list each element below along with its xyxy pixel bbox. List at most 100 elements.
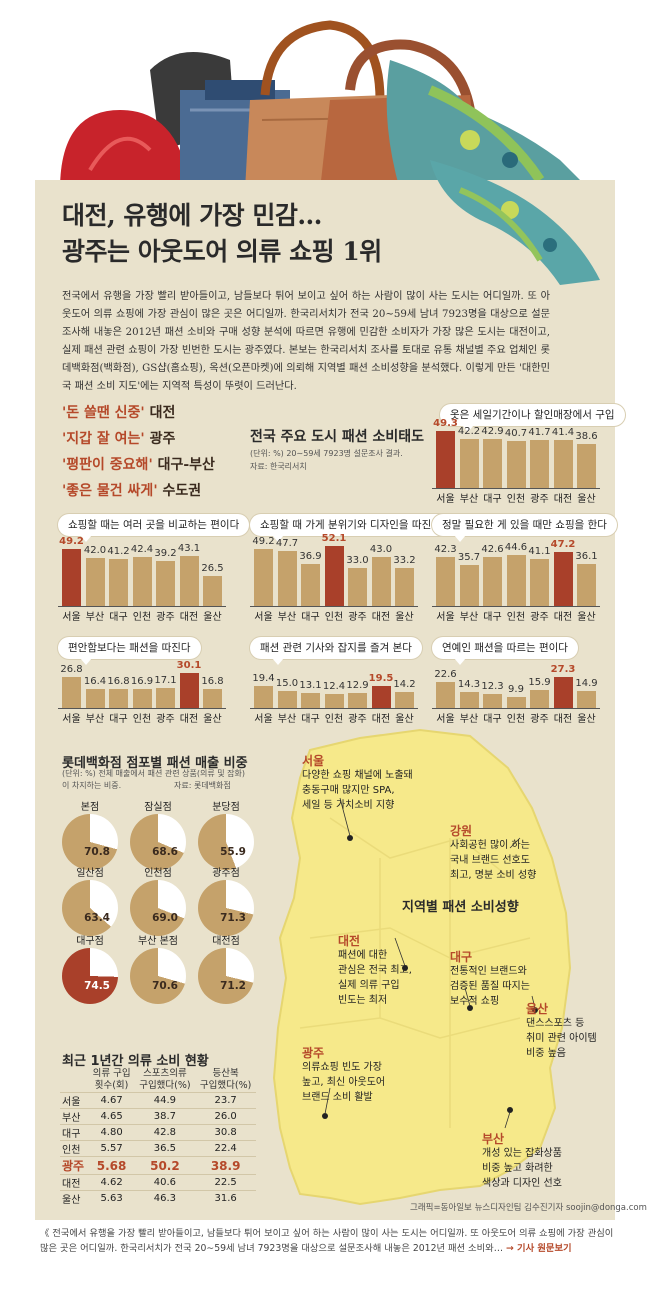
bar-value: 41.7	[528, 427, 551, 439]
table-header-text: 의류 구입	[92, 1068, 131, 1079]
bar-대구	[109, 688, 128, 708]
pie-label: 일산점	[76, 868, 104, 879]
bar-value: 42.0	[83, 544, 107, 556]
region-name: 강원	[450, 824, 473, 838]
bar-value: 16.8	[201, 675, 224, 687]
keyword-quote: '지갑 잘 여는'	[62, 431, 145, 447]
bar-value: 12.3	[481, 680, 504, 692]
scarf-icon	[430, 160, 600, 285]
bar-category-label: 울산	[577, 714, 596, 725]
bar-category-label: 울산	[395, 612, 414, 623]
bar-서울	[254, 685, 273, 708]
map-dot-busan	[507, 1107, 513, 1113]
map-dot-gwangju	[322, 1113, 328, 1119]
region-description-line: 높고, 최신 아웃도어	[302, 1077, 386, 1088]
bar-value: 41.2	[107, 545, 130, 557]
province-borders	[299, 817, 531, 1128]
chart-question-bubble: 옷은 세일기간이나 할인매장에서 구입	[440, 404, 625, 432]
pies-unit: (단위: %) 전체 매출에서 패션 관련 상품(의류 및 잡화)이 차지하는 …	[62, 769, 245, 790]
table-corner	[60, 1068, 89, 1093]
table-row: 울산 5.63 46.3 31.6	[60, 1190, 256, 1207]
table-row-label: 서울	[60, 1092, 89, 1109]
table-cell: 42.8	[134, 1124, 196, 1141]
bar-category-label: 대전	[179, 714, 199, 725]
bar-value: 42.9	[481, 425, 504, 437]
chart-baseline	[432, 606, 600, 607]
chart-baseline	[250, 606, 418, 607]
table-cell: 31.6	[195, 1190, 256, 1207]
pie-label: 본점	[80, 802, 100, 813]
bar-category-label: 부산	[85, 714, 105, 725]
bar-value: 26.8	[60, 664, 83, 676]
table-cell: 5.57	[88, 1140, 135, 1157]
bar-value: 16.9	[130, 675, 154, 687]
bar-부산	[459, 564, 479, 606]
region-description-line: 의류쇼핑 빈도 가장	[302, 1062, 382, 1073]
bar-울산	[203, 575, 222, 606]
table-header-text: 구입했다(%)	[139, 1080, 191, 1091]
chart-baseline	[432, 708, 600, 709]
bar-value: 42.3	[434, 544, 457, 556]
pie-인천점: 69.0	[130, 880, 186, 936]
bar-category-label: 부산	[459, 612, 479, 623]
bar-category-label: 대전	[553, 494, 573, 505]
pie-label: 광주점	[212, 868, 240, 879]
chart-baseline	[58, 708, 226, 709]
chart-question-bubble: 패션 관련 기사와 잡지를 즐겨 본다	[250, 637, 422, 665]
bar-value: 15.9	[528, 676, 551, 688]
read-article-link[interactable]: → 기사 원문보기	[505, 1243, 572, 1254]
chart-question-bubble: 연예인 패션을 따르는 편이다	[432, 637, 578, 665]
graphic-credit: 그래픽=동아일보 뉴스디자인팀 김수진기자 soojin@donga.com	[410, 1203, 647, 1213]
korea-map-shape	[272, 728, 572, 1206]
pie-value: 71.2	[220, 980, 246, 992]
keyword-city: 광주	[149, 431, 176, 447]
map-dot-ulsan	[532, 1007, 538, 1013]
bar-category-label: 인천	[132, 714, 152, 725]
keyword-quote: '돈 쓸땐 신중'	[62, 405, 145, 421]
bar-category-label: 서울	[254, 714, 273, 725]
chart-question-bubble: 편안함보다는 패션을 따진다	[58, 637, 201, 665]
pies-source: 자료: 롯데백화점	[174, 781, 231, 790]
bar-category-label: 대구	[109, 714, 128, 725]
table-cell: 26.0	[195, 1108, 256, 1125]
pies-title: 롯데백화점 점포별 패션 매출 비중	[62, 756, 248, 771]
korea-map	[272, 728, 572, 1206]
bar-category-label: 대구	[483, 714, 502, 725]
bar-category-label: 대구	[301, 714, 320, 725]
table-cell: 44.9	[134, 1092, 196, 1109]
bar-category-label: 대전	[371, 612, 391, 623]
bar-value: 15.0	[275, 677, 299, 689]
survey-unit: (단위: %) 20∼59세 7923명 설문조사 결과.	[250, 449, 403, 458]
pie-대구점: 74.5	[62, 948, 118, 1004]
bar-대전	[371, 685, 391, 708]
survey-title: 전국 주요 도시 패션 소비태도	[250, 429, 425, 445]
bar-인천	[506, 441, 526, 488]
bar-value: 13.1	[299, 679, 322, 691]
bar-category-label: 대전	[553, 714, 573, 725]
pie-label: 잠실점	[144, 802, 172, 813]
table-cell: 22.5	[195, 1174, 256, 1191]
region-description-line: 충동구매 많지만 SPA,	[302, 785, 395, 796]
pie-대전점: 71.2	[198, 948, 254, 1004]
survey-source: 자료: 한국리서치	[250, 462, 307, 471]
footer-summary: 《 전국에서 유행을 가장 빨리 받아들이고, 남들보다 튀어 보이고 싶어 하…	[40, 1226, 615, 1256]
region-name: 광주	[302, 1046, 325, 1060]
chart-baseline	[432, 488, 600, 489]
bar-category-label: 광주	[156, 714, 175, 725]
bar-value: 9.9	[508, 683, 524, 695]
bar-부산	[459, 439, 479, 488]
bar-category-label: 대구	[301, 612, 320, 623]
main-title-line1: 대전, 유행에 가장 민감…	[62, 201, 322, 230]
bar-대구	[301, 563, 320, 606]
bar-광주	[348, 568, 367, 606]
pie-label: 인천점	[144, 868, 172, 879]
map-dot-daejeon	[402, 965, 408, 971]
bar-대구	[483, 557, 502, 606]
region-description-line: 색상과 디자인 선호	[482, 1178, 562, 1189]
pie-value: 69.0	[152, 912, 178, 924]
table-header-text: 횟수(회)	[94, 1080, 129, 1091]
bar-인천	[324, 693, 344, 708]
bar-category-label: 인천	[324, 714, 344, 725]
bar-대전	[553, 440, 573, 488]
bar-광주	[530, 440, 549, 488]
